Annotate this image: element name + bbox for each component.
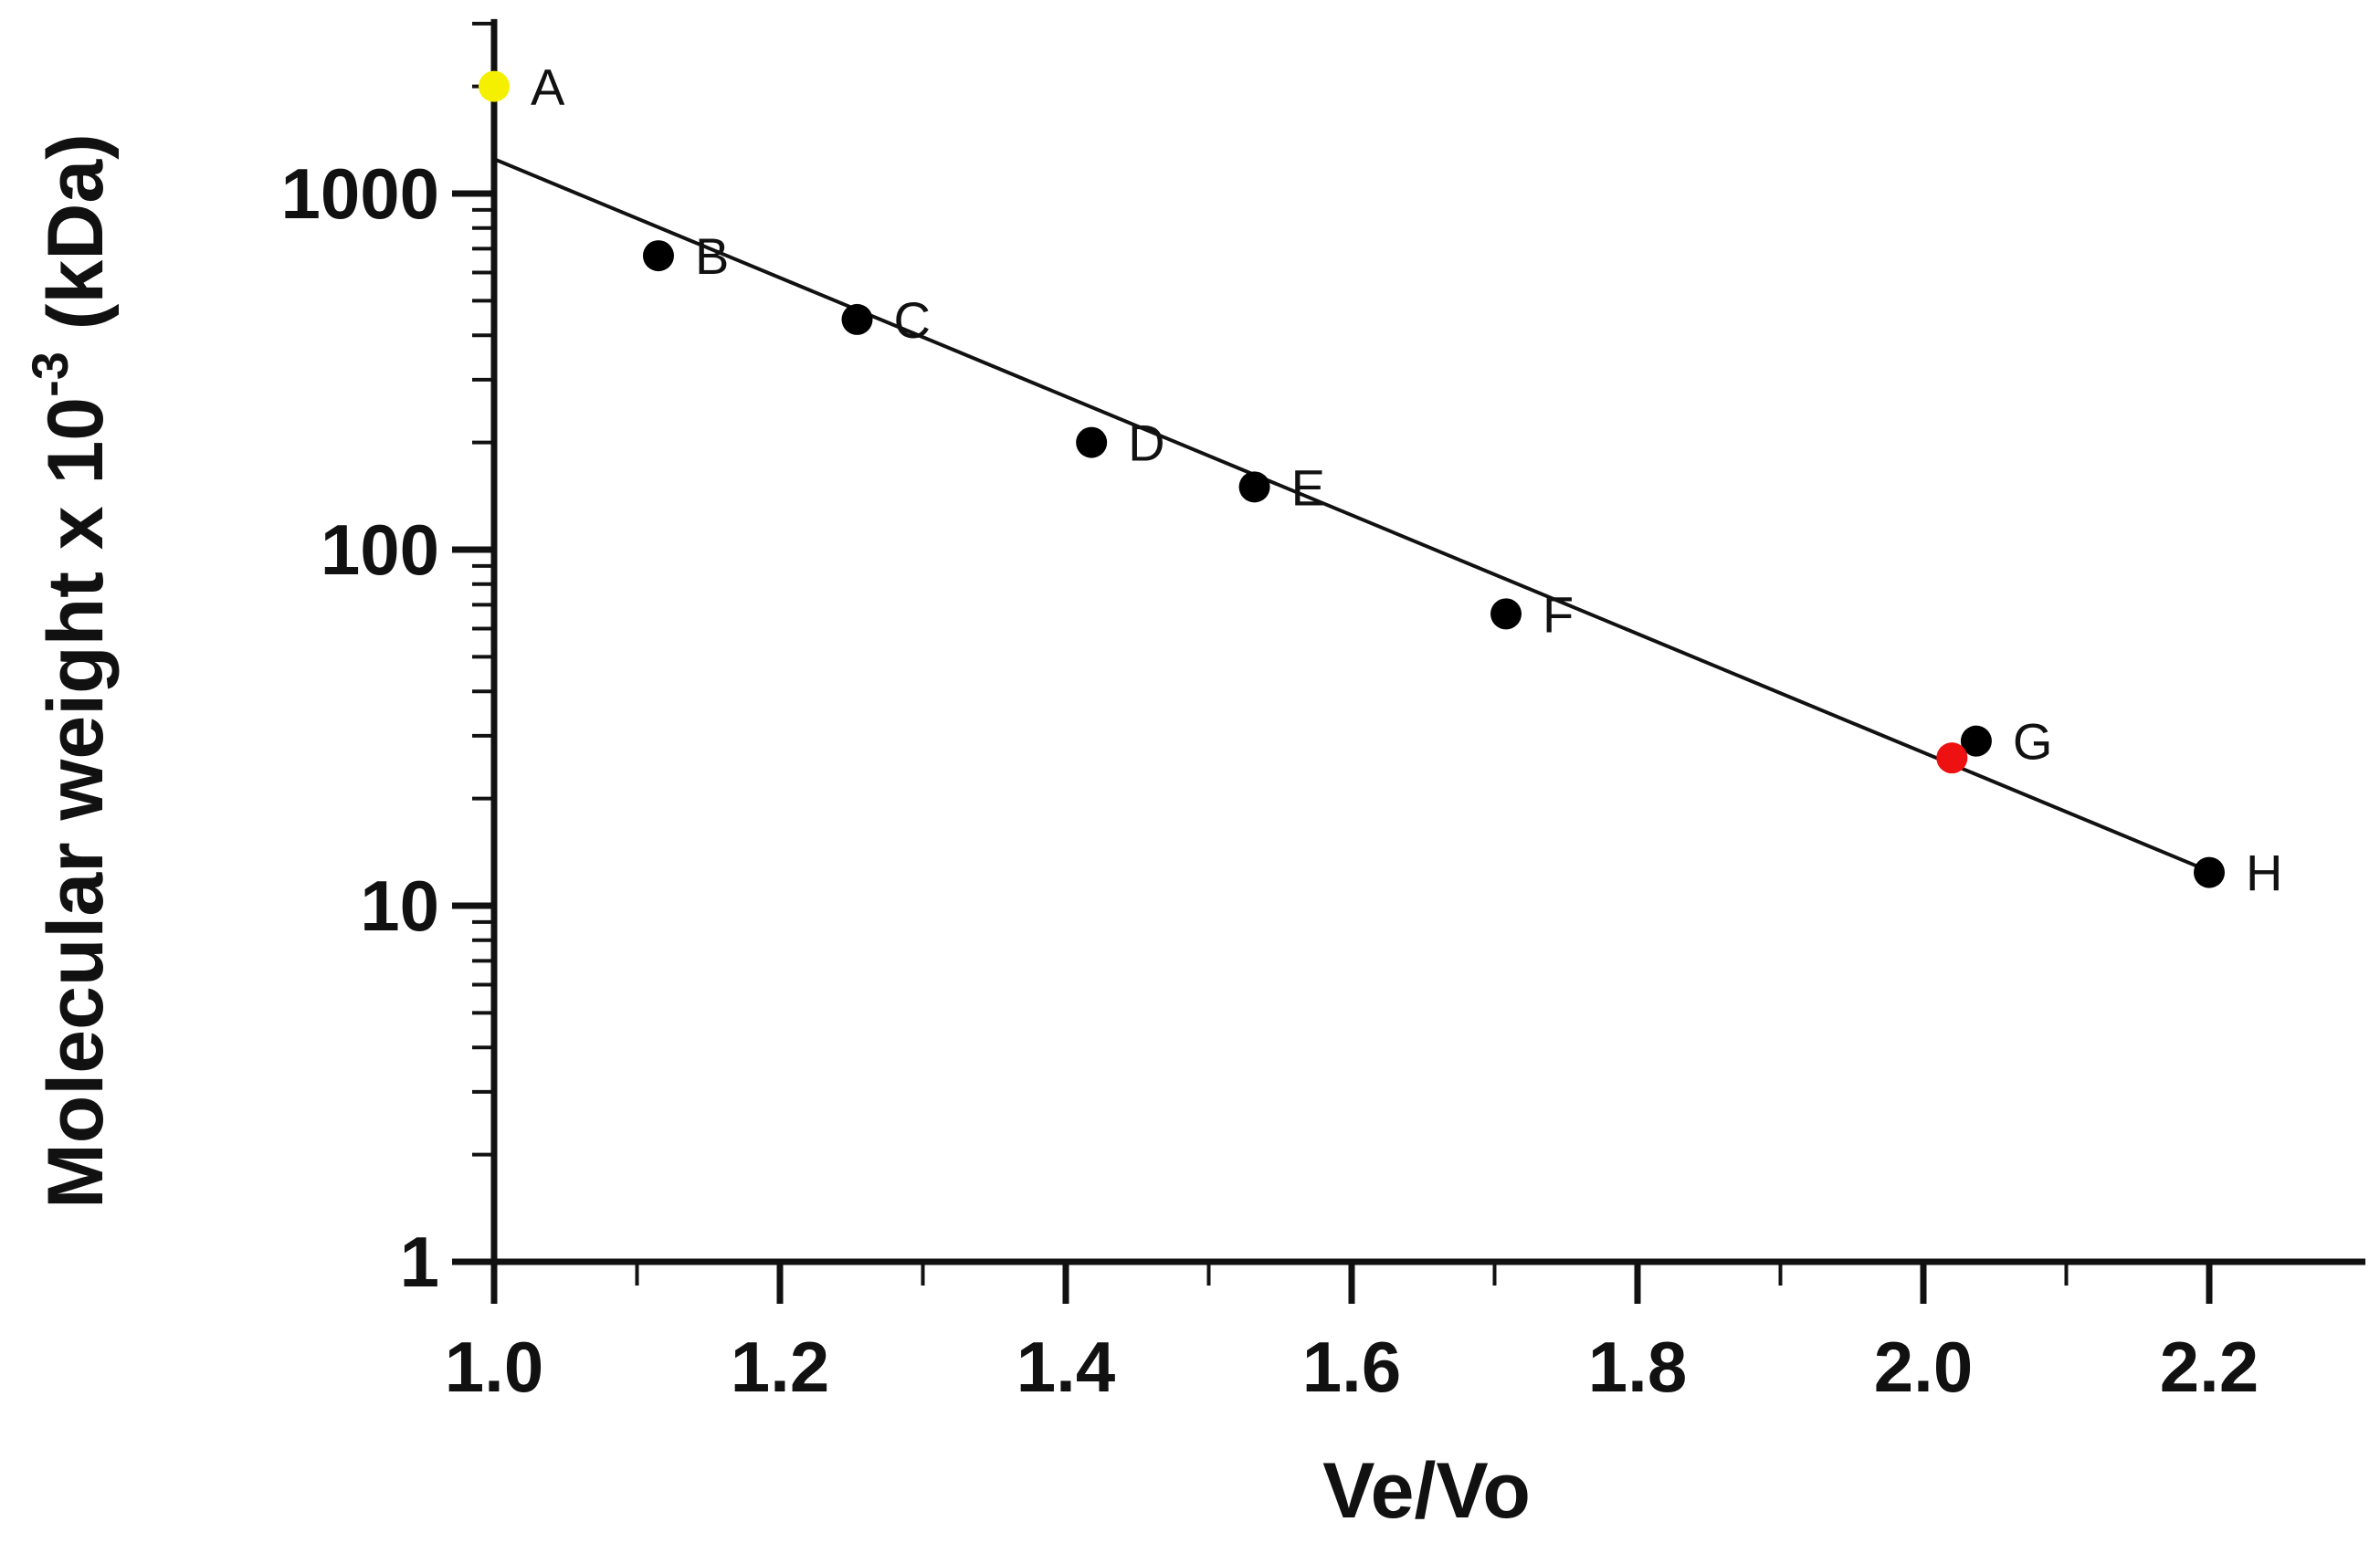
y-axis-title-prefix: Molecular weight x 10 — [32, 397, 120, 1209]
data-point-e — [1238, 471, 1270, 503]
data-point-a — [479, 70, 510, 102]
fit-line — [493, 157, 2210, 874]
y-axis-title: Molecular weight x 10-3 (kDa) — [21, 133, 120, 1209]
point-label-g: G — [2013, 713, 2053, 771]
y-tick-label: 1 — [400, 1222, 439, 1302]
x-tick-label: 1.8 — [1588, 1327, 1687, 1407]
x-axis-title: Ve/Vo — [1322, 1447, 1531, 1535]
point-label-d: D — [1128, 415, 1164, 472]
y-major-ticks — [452, 190, 494, 1265]
x-tick-labels: 1.0 1.2 1.4 1.6 1.8 2.0 2.2 — [445, 1327, 2259, 1407]
y-axis-title-group: Molecular weight x 10-3 (kDa) — [21, 133, 120, 1209]
y-axis-title-exponent: -3 — [21, 352, 79, 397]
x-tick-label: 1.2 — [731, 1327, 829, 1407]
y-axis-title-suffix: (kDa) — [32, 133, 120, 352]
y-tick-label: 1000 — [280, 153, 439, 234]
unknown-sample-point — [1936, 742, 1968, 774]
point-label-c: C — [894, 291, 931, 349]
data-point-c — [841, 303, 873, 335]
y-tick-label: 100 — [321, 509, 439, 590]
data-point-b — [642, 240, 674, 272]
point-label-a: A — [531, 58, 565, 116]
data-points: A B C D E F G H — [479, 58, 2282, 902]
data-point-h — [2194, 856, 2225, 888]
y-tick-labels: 1 10 100 1000 — [280, 153, 439, 1302]
y-tick-label: 10 — [360, 866, 439, 946]
data-point-f — [1490, 598, 1522, 630]
x-ticks — [490, 1262, 2213, 1304]
x-tick-label: 1.0 — [445, 1327, 543, 1407]
point-label-h: H — [2246, 845, 2282, 902]
x-tick-label: 1.6 — [1302, 1327, 1401, 1407]
point-label-f: F — [1543, 585, 1574, 643]
point-label-e: E — [1291, 458, 1325, 516]
x-tick-label: 2.2 — [2160, 1327, 2259, 1407]
point-label-b: B — [695, 227, 729, 285]
x-tick-label: 2.0 — [1874, 1327, 1973, 1407]
data-point-d — [1076, 426, 1108, 458]
data-point-g — [1960, 725, 1992, 757]
x-tick-label: 1.4 — [1016, 1327, 1115, 1407]
